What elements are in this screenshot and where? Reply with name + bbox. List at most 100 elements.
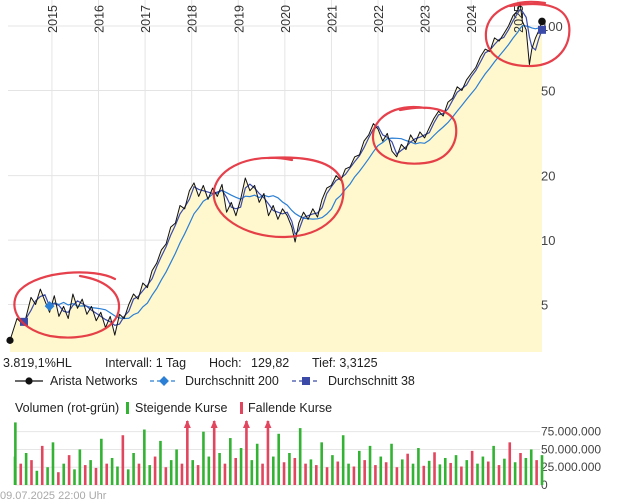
y-tick-label: 50 <box>541 83 555 98</box>
volume-bar <box>443 457 447 485</box>
performance-hl: 3.819,1%HL <box>3 356 72 370</box>
volume-bar <box>417 448 420 485</box>
legend-item-ma38[interactable]: Durchschnitt 38 <box>291 374 426 388</box>
volume-bar <box>293 457 297 485</box>
volume-bar <box>529 449 533 485</box>
volume-bar <box>261 463 264 485</box>
volume-bar <box>57 472 60 485</box>
volume-bar <box>266 421 270 485</box>
legend-marker-diamond-icon <box>150 376 178 386</box>
volume-bar <box>175 449 178 485</box>
volume-bar <box>180 463 184 485</box>
legend-marker-dot-icon <box>15 377 43 385</box>
price-axis-labels: 5 10 20 50 100 2015 2016 2017 2018 2019 2020 2021 20… <box>46 5 563 313</box>
rising-legend-label: Steigende Kurse <box>135 401 228 415</box>
ma38-line <box>23 8 543 326</box>
y-tick-label: 10 <box>541 233 555 248</box>
volume-bar <box>465 460 469 485</box>
annotation-circle-2015 <box>13 271 121 339</box>
x-tick-label: 2017 <box>139 5 153 33</box>
volume-overflow-arrow <box>242 420 250 428</box>
x-tick-label: 2020 <box>279 5 293 33</box>
x-tick-label: 2016 <box>93 5 107 33</box>
price-lines <box>9 2 543 341</box>
volume-bar <box>132 453 135 485</box>
volume-bar <box>497 465 501 485</box>
x-tick-label: 2019 <box>232 5 246 33</box>
volume-bar <box>250 460 254 485</box>
volume-bar <box>67 455 71 485</box>
volume-bar <box>73 469 76 485</box>
volume-bar <box>94 467 98 485</box>
volume-bar <box>486 461 490 485</box>
volume-title: Volumen (rot-grün) <box>15 401 120 415</box>
falling-legend-label: Fallende Kurse <box>248 401 333 415</box>
volume-bar <box>449 462 452 485</box>
x-tick-label: 2024 <box>465 5 479 33</box>
volume-bar <box>331 455 334 485</box>
volume-bar <box>218 453 221 485</box>
volume-bar <box>143 429 146 485</box>
volume-bar <box>51 442 55 485</box>
price-start-marker <box>6 336 14 344</box>
volume-overflow-arrow <box>264 420 272 428</box>
volume-bar <box>492 445 495 485</box>
low-label: Tief: 3,3125 <box>312 356 378 370</box>
price-line <box>9 2 543 341</box>
price-area <box>10 3 542 352</box>
volume-bar <box>438 464 442 485</box>
volume-bar <box>288 453 291 485</box>
y-tick-label: 20 <box>541 169 555 184</box>
volume-bar <box>411 463 415 485</box>
volume-bar <box>19 463 23 485</box>
volume-bar <box>116 466 119 485</box>
annotation-circle-2022 <box>371 105 458 165</box>
volume-bar <box>309 459 313 485</box>
volume-bar <box>315 465 318 485</box>
volume-bar <box>196 465 200 485</box>
legend-label-ma38: Durchschnitt 38 <box>328 374 415 388</box>
volume-bar <box>422 465 426 485</box>
volume-bar <box>14 422 17 485</box>
volume-bar <box>110 457 114 485</box>
volume-bar <box>30 460 33 485</box>
volume-bar <box>105 463 109 485</box>
legend-marker-square-icon <box>292 377 320 385</box>
volume-panel: 75.000.000 50.000.000 25.000.000 0 <box>13 420 601 492</box>
volume-tick-label: 25.000.000 <box>541 460 601 474</box>
volume-bar <box>78 449 82 485</box>
price-area-fill <box>10 3 542 352</box>
annotation-circle-2019 <box>212 156 345 239</box>
volume-bar <box>159 440 162 485</box>
legend-item-arista[interactable]: Arista Networks <box>14 374 144 388</box>
volume-bar <box>298 428 302 485</box>
volume-bar <box>229 438 232 485</box>
volume-bar <box>390 443 393 485</box>
volume-bar <box>325 467 329 485</box>
volume-bar <box>374 465 377 485</box>
volume-bar <box>164 467 168 485</box>
volume-bar <box>454 455 458 485</box>
rising-swatch <box>126 402 129 414</box>
volume-bar <box>62 463 66 485</box>
volume-bar <box>481 456 485 485</box>
volume-bar <box>384 462 388 485</box>
volume-bar <box>100 438 103 485</box>
volume-overflow-arrow <box>210 420 218 428</box>
volume-bar <box>255 443 259 485</box>
volume-bar <box>89 460 92 485</box>
volume-bar <box>400 459 404 485</box>
volume-bar <box>35 470 39 485</box>
volume-overflow-arrow <box>183 420 191 428</box>
volume-tick-label: 0 <box>541 478 548 492</box>
volume-bar <box>191 460 195 485</box>
volume-bar <box>282 462 286 485</box>
volume-bar <box>503 458 506 485</box>
volume-bar <box>379 456 383 485</box>
volume-bar <box>336 461 340 485</box>
legend-item-ma200[interactable]: Durchschnitt 200 <box>149 374 289 388</box>
volume-bar <box>169 460 173 485</box>
volume-bar <box>508 442 512 485</box>
y-tick-label: 5 <box>541 298 548 313</box>
